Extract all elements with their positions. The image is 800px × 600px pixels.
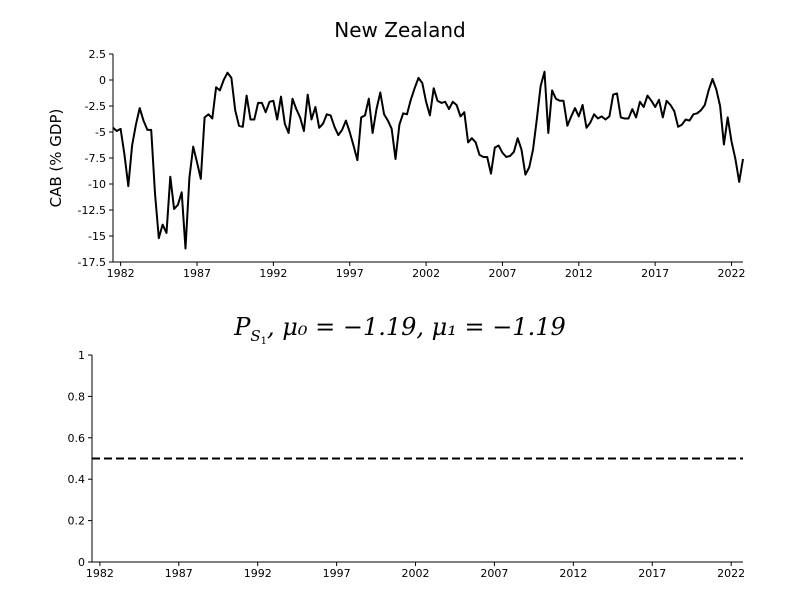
- probability-chart: PS1, μ₀ = −1.19, μ₁ = −1.19 00.20.40.60.…: [68, 313, 746, 580]
- x-tick-label: 1997: [323, 567, 351, 580]
- y-tick-label: -15: [88, 230, 106, 243]
- y-tick-label: 1: [78, 349, 85, 362]
- x-tick-label: 2012: [565, 267, 593, 280]
- x-tick-label: 1992: [259, 267, 287, 280]
- x-tick-label: 1992: [244, 567, 272, 580]
- y-tick-label: 0.8: [68, 390, 86, 403]
- axes: 0 0.2 0.4 0.6 0.8 1 1982 1987 1992 1997 2002 2007 20…: [68, 349, 746, 580]
- y-tick-label: 0.4: [68, 473, 86, 486]
- y-tick-label: -10: [88, 178, 106, 191]
- x-tick-label: 2022: [718, 267, 746, 280]
- y-tick-label: -2.5: [85, 100, 106, 113]
- y-tick-label: 2.5: [89, 48, 107, 61]
- x-tick-label: 1997: [336, 267, 364, 280]
- x-tick-label: 2002: [412, 267, 440, 280]
- x-tick-label: 1987: [183, 267, 211, 280]
- x-tick-label: 1982: [86, 567, 114, 580]
- title-rest: , μ₀ = −1.19, μ₁ = −1.19: [267, 313, 566, 341]
- x-tick-label: 2017: [638, 567, 666, 580]
- title-p-subsubscript: 1: [261, 336, 267, 347]
- probability-chart-title: PS1, μ₀ = −1.19, μ₁ = −1.19: [233, 313, 566, 347]
- x-tick-label: 2002: [402, 567, 430, 580]
- y-tick-label: -12.5: [78, 204, 106, 217]
- series-group: [112, 70, 744, 250]
- y-tick-label: 0: [99, 74, 106, 87]
- x-tick-label: 2017: [641, 267, 669, 280]
- x-tick-label: 2007: [480, 567, 508, 580]
- y-tick-label: 0.2: [68, 515, 86, 528]
- x-tick-label: 2022: [717, 567, 745, 580]
- x-tick-label: 2007: [488, 267, 516, 280]
- chart-title: New Zealand: [334, 18, 465, 42]
- y-tick-label: 0.6: [68, 432, 86, 445]
- y-axis-label: CAB (% GDP): [47, 109, 65, 208]
- x-tick-label: 1987: [165, 567, 193, 580]
- y-tick-label: -17.5: [78, 256, 106, 269]
- y-tick-label: -7.5: [85, 152, 106, 165]
- title-p: P: [233, 313, 251, 341]
- x-tick-label: 2012: [559, 567, 587, 580]
- y-tick-label: -5: [95, 126, 106, 139]
- title-p-subscript: S: [250, 327, 260, 345]
- cab-chart: New Zealand CAB (% GDP) 2.5 0 -2.5 -5 -7.5 -1…: [47, 18, 746, 280]
- x-tick-label: 1982: [107, 267, 135, 280]
- y-tick-label: 0: [78, 556, 85, 569]
- cab-line: [112, 70, 744, 250]
